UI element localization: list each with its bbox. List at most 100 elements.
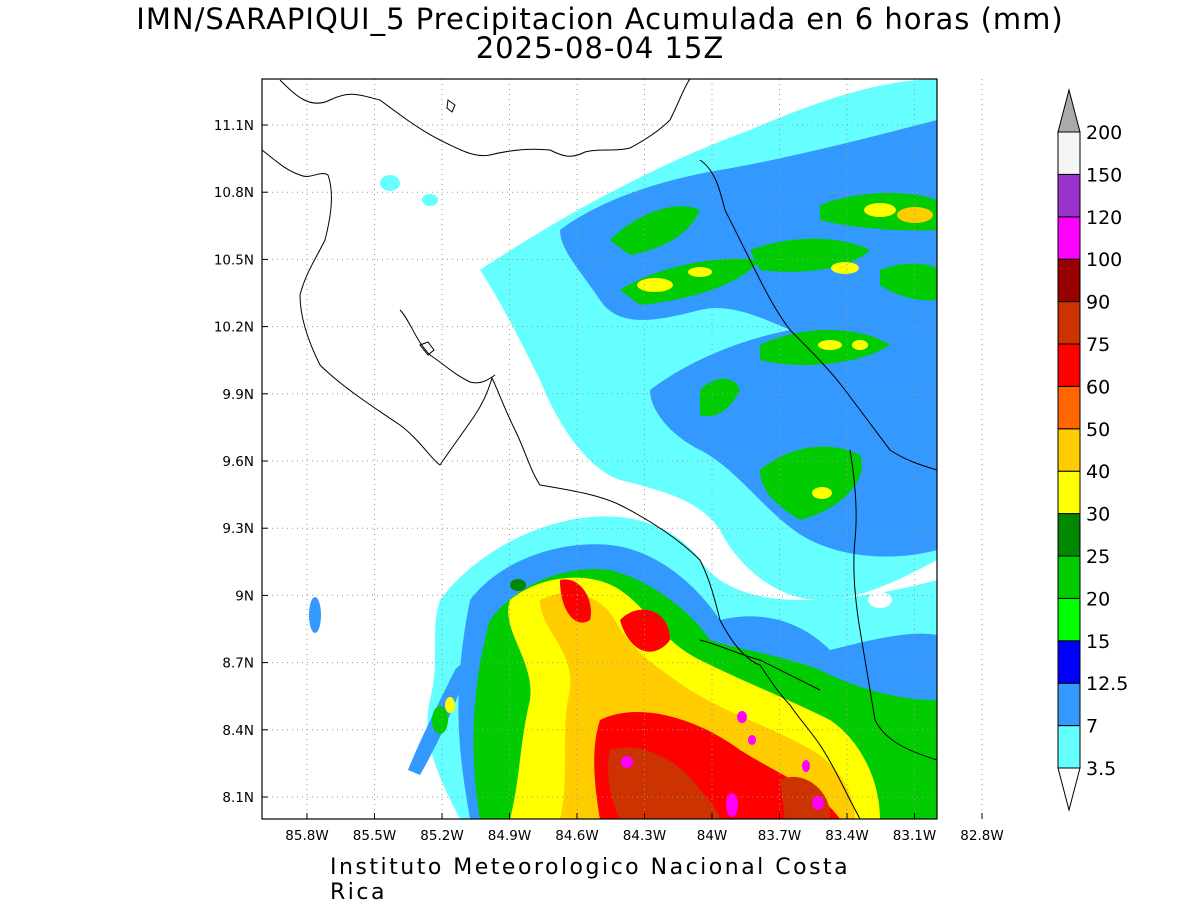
coastline-caribbean [699, 159, 937, 471]
colorbar-label: 120 [1086, 207, 1122, 229]
precip-zone-green [620, 258, 760, 305]
map-title: IMN/SARAPIQUI_5 Precipitacion Acumulada … [136, 2, 1064, 36]
lon-tick-label: 83.4W [825, 828, 868, 844]
lon-tick-label: 85.2W [420, 828, 463, 844]
precip-spot [688, 267, 712, 277]
border-panama [849, 449, 937, 761]
precip-spot [852, 340, 868, 350]
precip-spot [380, 175, 400, 191]
colorbar-swatch [1057, 301, 1081, 345]
precip-zone-green [760, 446, 862, 520]
precip-spot [868, 592, 892, 608]
footer-credit: Instituto Meteorologico Nacional Costa R… [330, 855, 851, 905]
colorbar-label: 30 [1086, 504, 1110, 526]
map-grid [262, 79, 983, 819]
colorbar-swatch [1057, 258, 1081, 303]
precip-spot [621, 756, 633, 768]
colorbar-label: 25 [1086, 546, 1110, 568]
colorbar-swatch [1057, 640, 1081, 684]
precip-spot [831, 262, 859, 274]
lat-tick-label: 10.5N [214, 252, 254, 268]
precipitation-field [309, 79, 937, 819]
lat-tick-label: 9.3N [222, 521, 254, 537]
lat-tick-label: 8.4N [222, 723, 254, 739]
colorbar-swatch [1057, 597, 1081, 642]
precip-spot [422, 194, 438, 206]
colorbar-label: 50 [1086, 419, 1110, 441]
coastlines [262, 79, 937, 819]
precip-spot [510, 579, 526, 591]
colorbar-label: 150 [1086, 164, 1122, 186]
precip-spot [737, 711, 747, 723]
lon-tick-label: 84W [697, 828, 728, 844]
lon-tick-label: 84.6W [555, 828, 598, 844]
map-frame [261, 78, 938, 820]
lat-tick-label: 9.6N [222, 454, 254, 470]
precip-spot [637, 278, 673, 292]
colorbar-upper-arrow [1057, 88, 1081, 133]
precip-zone-red [560, 579, 591, 623]
precip-zone-green [700, 378, 740, 417]
precip-zone-green [880, 263, 937, 301]
lon-tick-label: 84.9W [488, 828, 531, 844]
colorbar-swatch [1057, 216, 1081, 260]
precip-spot [309, 597, 321, 633]
lat-tick-label: 8.7N [222, 656, 254, 672]
lon-tick-label: 83.7W [758, 828, 801, 844]
lat-tick-label: 10.8N [214, 185, 254, 201]
precip-spot [726, 793, 738, 817]
colorbar: 3.5 7 12.5 15 20 25 30 40 50 60 75 90 100 120 150 200 [1057, 88, 1128, 812]
border-south [699, 639, 821, 691]
colorbar-label: 90 [1086, 292, 1110, 314]
colorbar-label: 7 [1086, 716, 1098, 738]
colorbar-swatch [1057, 555, 1081, 599]
precip-spot [812, 796, 824, 810]
lon-tick-label: 85.8W [285, 828, 328, 844]
island [419, 341, 435, 356]
colorbar-label: 20 [1086, 588, 1110, 610]
colorbar-label: 200 [1086, 122, 1122, 144]
precip-spot [802, 760, 810, 772]
precip-spot [432, 706, 448, 734]
lat-tick-label: 11.1N [214, 118, 254, 134]
precip-spot [818, 340, 842, 350]
colorbar-label: 3.5 [1086, 758, 1116, 780]
lon-tick-label: 84.3W [623, 828, 666, 844]
precip-spot [445, 697, 455, 713]
colorbar-label: 12.5 [1086, 673, 1128, 695]
precip-spot [748, 735, 756, 745]
border-north [279, 79, 691, 157]
coastline-pacific [262, 149, 861, 819]
lon-tick-label: 82.8W [960, 828, 1003, 844]
colorbar-swatch [1057, 343, 1081, 387]
colorbar-swatch [1057, 513, 1081, 557]
colorbar-swatch [1057, 682, 1081, 727]
colorbar-swatch [1057, 385, 1081, 430]
precip-zone-green [610, 206, 700, 255]
colorbar-swatch [1057, 470, 1081, 515]
colorbar-swatch [1057, 173, 1081, 218]
island [446, 99, 456, 113]
lon-tick-label: 83.1W [893, 828, 936, 844]
colorbar-swatch [1057, 428, 1081, 472]
map-subtitle: 2025-08-04 15Z [475, 31, 725, 65]
lat-tick-label: 10.2N [214, 320, 254, 336]
lat-tick-label: 9.9N [222, 387, 254, 403]
precip-spot [812, 487, 832, 499]
colorbar-lower-arrow [1057, 767, 1081, 812]
precip-zone-darkred [608, 747, 720, 819]
colorbar-label: 100 [1086, 249, 1122, 271]
lat-tick-label: 8.1N [222, 790, 254, 806]
precip-spot [864, 203, 896, 217]
precip-zone-red [620, 609, 670, 652]
colorbar-label: 40 [1086, 461, 1110, 483]
latitude-labels: 11.1N 10.8N 10.5N 10.2N 9.9N 9.6N 9.3N 9N 8.7N 8.… [214, 118, 268, 806]
colorbar-swatch [1057, 725, 1081, 769]
colorbar-label: 15 [1086, 631, 1110, 653]
longitude-labels: 85.8W 85.5W 85.2W 84.9W 84.6W 84.3W 84W 83.7W 83… [285, 813, 1004, 844]
coastline-peninsula [399, 309, 496, 384]
lon-tick-label: 85.5W [353, 828, 396, 844]
lat-tick-label: 9N [235, 588, 254, 604]
colorbar-swatch [1057, 131, 1081, 175]
